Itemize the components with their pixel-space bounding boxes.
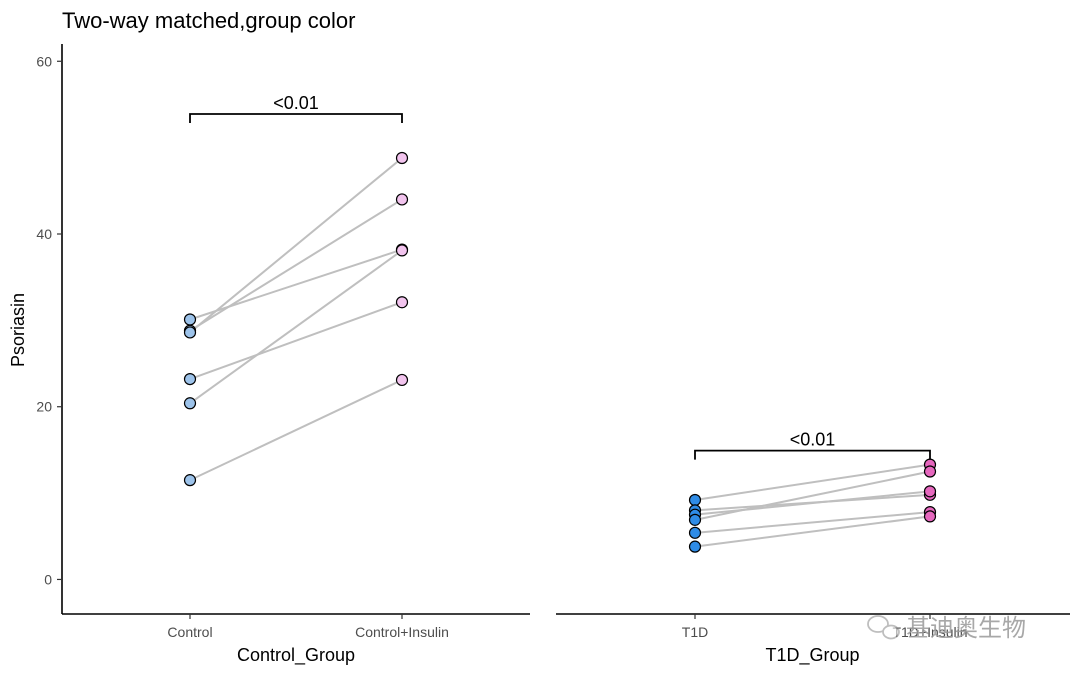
wechat-icon	[867, 615, 900, 640]
x-tick-label: Control	[167, 624, 212, 640]
y-tick-label: 40	[36, 226, 52, 242]
x-tick-label: Control+Insulin	[355, 624, 449, 640]
y-axis-title: Psoriasin	[8, 293, 28, 367]
x-tick-label: T1D	[682, 624, 708, 640]
data-point	[395, 151, 409, 165]
significance-label: <0.01	[273, 93, 319, 113]
pair-connector-line	[694, 470, 931, 521]
x-tick-label: T1D+Insulin	[892, 624, 967, 640]
pair-connector-line	[694, 463, 931, 501]
watermark: 基迪奥生物	[867, 615, 1026, 642]
data-point	[183, 326, 197, 339]
pair-connector-line	[189, 157, 403, 334]
significance-bracket	[189, 113, 403, 123]
x-axis-title: T1D_Group	[765, 645, 859, 666]
data-point	[688, 493, 702, 507]
data-point	[688, 513, 702, 526]
significance-label: <0.01	[790, 430, 836, 450]
chart-title: Two-way matched,group color	[62, 8, 355, 33]
data-point	[183, 372, 197, 386]
pair-connector-line	[189, 301, 403, 381]
data-point	[395, 193, 409, 206]
data-point	[688, 526, 702, 539]
data-point	[923, 485, 937, 498]
x-axis-title: Control_Group	[237, 645, 355, 666]
watermark-text: 基迪奥生物	[906, 615, 1026, 642]
data-point	[183, 397, 197, 410]
y-tick-label: 0	[44, 571, 52, 587]
y-tick-label: 20	[36, 399, 52, 415]
chart-panels: 0 20 40 60 Control Control+InsulinControl_Gro…	[36, 44, 1070, 666]
data-point	[688, 540, 702, 553]
pair-connector-line	[189, 249, 403, 405]
significance-bracket	[694, 449, 931, 460]
pair-connector-line	[189, 248, 403, 321]
pair-connector-line	[189, 198, 403, 332]
data-point	[923, 510, 937, 523]
data-point	[395, 244, 409, 257]
data-point	[395, 373, 409, 387]
data-point	[923, 465, 937, 478]
y-tick-label: 60	[36, 53, 52, 69]
data-point	[183, 313, 197, 326]
data-point	[395, 296, 409, 309]
facet-panel: T1D T1D+Insulin T1D_Group <0.01	[556, 430, 1070, 666]
pair-connector-line	[694, 511, 931, 534]
pair-connector-line	[189, 379, 403, 482]
data-point	[183, 474, 197, 487]
pair-connector-line	[694, 515, 931, 548]
